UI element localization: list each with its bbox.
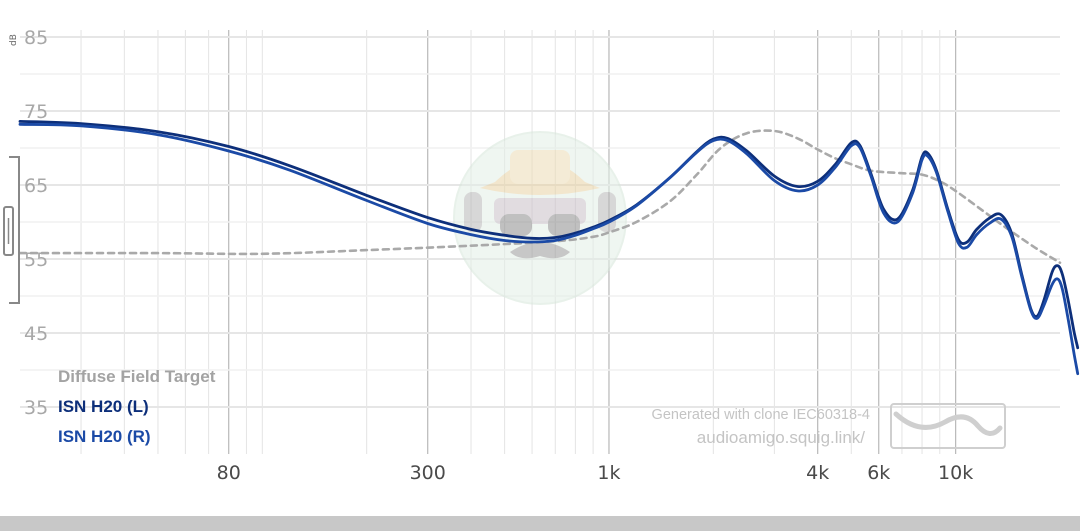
x-tick-labels: 80 300 1k 4k 6k 10k [217, 462, 974, 484]
y-tick-label: 65 [24, 175, 48, 197]
y-unit-label: dB [9, 34, 19, 46]
y-tick-label: 75 [24, 101, 48, 123]
x-tick-label: 80 [217, 462, 241, 484]
y-tick-label: 35 [24, 397, 48, 419]
legend-entry[interactable]: ISN H20 (R) [58, 427, 151, 446]
logo-watermark [453, 131, 627, 305]
horizontal-scrollbar[interactable] [0, 516, 1080, 531]
watermark-generated-text: Generated with clone IEC60318-4 [652, 407, 870, 423]
x-tick-label: 300 [410, 462, 446, 484]
y-tick-label: 55 [24, 249, 48, 271]
y-scale-drag-handle[interactable] [3, 156, 20, 304]
series-layer [18, 120, 1080, 376]
squiglink-logo-icon [890, 403, 1006, 449]
x-tick-label: 4k [806, 462, 829, 484]
x-tick-label: 6k [867, 462, 890, 484]
series-line-0 [18, 129, 1062, 264]
y-tick-label: 45 [24, 323, 48, 345]
legend: Diffuse Field Target ISN H20 (L) ISN H20 (… [58, 367, 216, 446]
x-tick-label: 10k [938, 462, 973, 484]
series-line-2 [18, 122, 1080, 376]
x-tick-label: 1k [597, 462, 620, 484]
watermark-url-text: audioamigo.squig.link/ [697, 428, 865, 447]
legend-entry[interactable]: ISN H20 (L) [58, 397, 149, 416]
y-tick-label: 85 [24, 27, 48, 49]
y-tick-labels: 85 75 65 55 45 35 [24, 27, 48, 419]
legend-entry[interactable]: Diffuse Field Target [58, 367, 216, 386]
